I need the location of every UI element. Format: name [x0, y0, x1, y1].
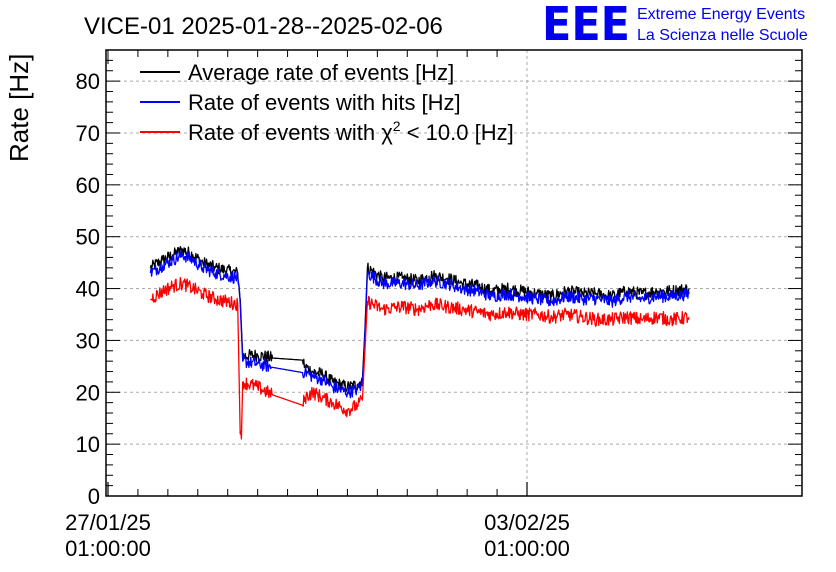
- logo-line2: La Scienza nelle Scuole: [637, 27, 808, 44]
- y-tick-label: 20: [76, 380, 100, 405]
- legend-label-0: Average rate of events [Hz]: [188, 60, 454, 85]
- y-tick-label: 50: [76, 225, 100, 250]
- plot-frame: [105, 49, 803, 497]
- y-axis-title: Rate [Hz]: [4, 54, 34, 162]
- y-tick-label: 30: [76, 328, 100, 353]
- legend-label-1: Rate of events with hits [Hz]: [188, 90, 461, 115]
- x-tick-label-time: 01:00:00: [65, 536, 151, 561]
- logo-mark: EEE: [542, 0, 630, 51]
- eee-logo: EEE Extreme Energy Events La Scienza nel…: [542, 0, 808, 51]
- legend-label-2: Rate of events with χ2 < 10.0 [Hz]: [188, 118, 514, 145]
- series-layer: [149, 245, 690, 440]
- axes: 0102030405060708027/01/2501:00:0003/02/2…: [65, 49, 803, 561]
- series-line-2: [149, 277, 690, 440]
- x-tick-label-date: 03/02/25: [484, 510, 570, 535]
- y-tick-label: 80: [76, 69, 100, 94]
- chart-title: VICE-01 2025-01-28--2025-02-06: [84, 13, 443, 40]
- x-tick-label-time: 01:00:00: [484, 536, 570, 561]
- legend: Average rate of events [Hz] Rate of event…: [140, 60, 514, 145]
- x-tick-label-date: 27/01/25: [65, 510, 151, 535]
- y-tick-label: 40: [76, 277, 100, 302]
- logo-line1: Extreme Energy Events: [637, 6, 805, 23]
- y-tick-label: 10: [76, 432, 100, 457]
- y-tick-label: 70: [76, 121, 100, 146]
- y-tick-label: 60: [76, 173, 100, 198]
- y-tick-label: 0: [88, 484, 100, 509]
- series-line-1: [149, 249, 690, 399]
